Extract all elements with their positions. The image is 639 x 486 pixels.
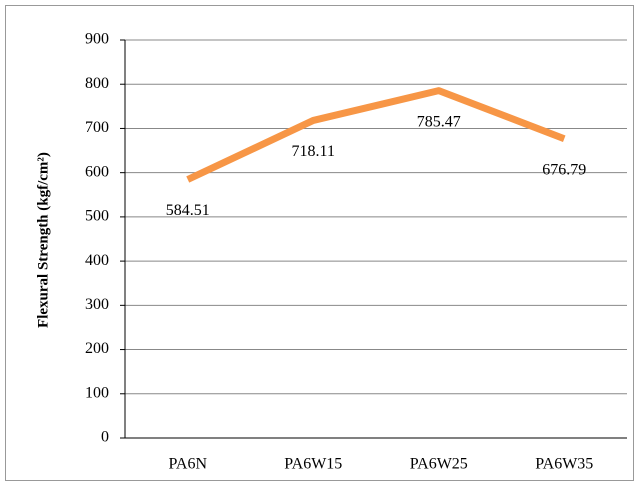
data-label: 584.51	[166, 202, 210, 219]
y-tick-label: 0	[101, 429, 109, 446]
x-tick-label: PA6W35	[535, 456, 593, 473]
y-tick-label: 200	[85, 340, 109, 357]
data-label: 718.11	[292, 143, 335, 160]
y-tick-label: 800	[85, 75, 109, 92]
data-label: 676.79	[542, 161, 586, 178]
y-tick-label: 400	[85, 252, 109, 269]
y-tick-label: 500	[85, 208, 109, 225]
y-axis-label: Flexural Strength (kgf/cm²)	[35, 152, 51, 328]
x-tick-label: PA6W25	[410, 456, 468, 473]
y-tick-label: 300	[85, 296, 109, 313]
y-tick-label: 100	[85, 384, 109, 401]
x-tick-label: PA6N	[168, 456, 207, 473]
y-tick-label: 700	[85, 119, 109, 136]
x-tick-label: PA6W15	[284, 456, 342, 473]
data-label: 785.47	[417, 113, 461, 130]
series-line	[186, 87, 566, 183]
y-tick-label: 600	[85, 163, 109, 180]
y-tick-label: 900	[85, 31, 109, 48]
